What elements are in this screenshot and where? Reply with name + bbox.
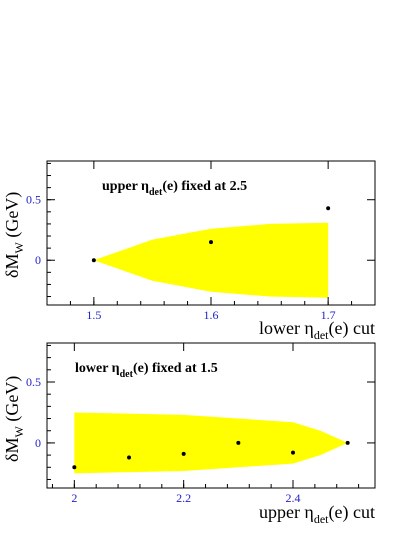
bottom-band-layer: [74, 412, 348, 474]
top-x-tick-label: 1.7: [321, 308, 336, 322]
bottom-x-tick-label: 2.2: [176, 491, 191, 505]
bottom-data-point: [236, 440, 241, 445]
bottom-x-tick-label: 2: [71, 491, 77, 505]
top-x-tick-label: 1.5: [86, 308, 101, 322]
bottom-plot-frame: [46, 342, 376, 489]
top-x-axis-title: lower ηdet(e) cut: [259, 318, 375, 342]
bottom-data-point: [345, 440, 350, 445]
bottom-y-tick-label: 0.5: [26, 375, 41, 389]
top-y-tick-label: 0: [35, 253, 41, 267]
bottom-uncertainty-band: [74, 412, 348, 474]
bottom-y-axis-title: δMW (GeV): [2, 376, 26, 462]
bottom-data-point: [291, 450, 295, 455]
top-points-layer: [91, 206, 331, 263]
top-band-layer: [93, 222, 329, 298]
top-annotation: upper ηdet(e) fixed at 2.5: [102, 179, 247, 198]
bottom-data-point: [181, 451, 186, 456]
bottom-panel: 2 2.2 2.4 0 0.5 lower ηdet(e) fixed at 1.5 u…: [2, 342, 376, 526]
top-ticks-layer: 1.5 1.6 1.7 0 0.5: [26, 161, 375, 322]
bottom-points-layer: [72, 440, 350, 470]
top-y-tick-label: 0.5: [26, 193, 41, 207]
top-panel: 1.5 1.6 1.7 0 0.5 upper ηdet(e) fixed at 2.5…: [2, 160, 376, 342]
bottom-data-point: [127, 455, 131, 460]
bottom-annotation: lower ηdet(e) fixed at 1.5: [75, 361, 218, 380]
top-x-tick-label: 1.6: [204, 308, 219, 322]
bottom-data-point: [72, 465, 77, 470]
top-data-point: [326, 206, 331, 211]
bottom-x-axis-title: upper ηdet(e) cut: [259, 502, 375, 526]
bottom-ticks-layer: 2 2.2 2.4 0 0.5: [26, 343, 375, 505]
top-data-point: [209, 240, 213, 245]
top-y-axis-title: δMW (GeV): [2, 192, 26, 278]
bottom-y-tick-label: 0: [35, 436, 41, 450]
bottom-x-tick-label: 2.4: [286, 491, 301, 505]
top-uncertainty-band: [93, 222, 329, 298]
top-data-point: [91, 258, 96, 263]
